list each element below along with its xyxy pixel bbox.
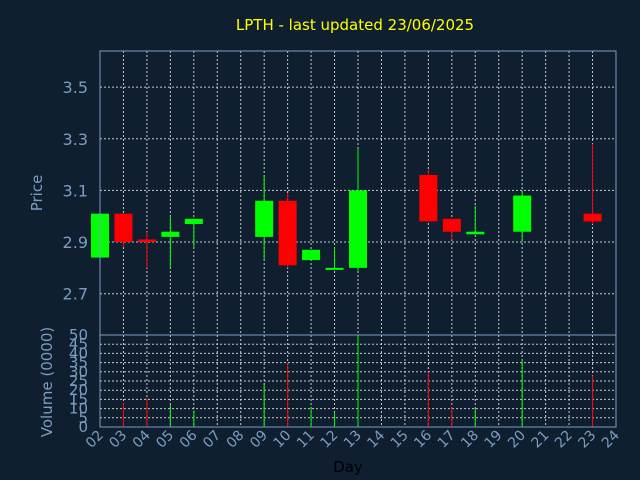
x-tick-label: 22 [552,428,576,452]
x-tick-label: 16 [411,427,435,451]
candle-body [442,218,461,232]
volume-axis-label: Volume (0000) [38,327,56,437]
volume-plot-frame [99,334,617,428]
price-tick-label: 3.5 [63,78,88,97]
x-tick-label: 08 [224,428,248,452]
x-tick-label: 19 [482,428,506,452]
candle-body [302,249,321,261]
x-tick-label: 23 [575,428,599,452]
candle-body [137,239,156,243]
volume-tick-label: 45 [69,335,88,353]
x-tick-label: 15 [388,428,412,452]
candle-body [184,218,203,224]
volume-tick-label: 10 [69,400,88,418]
volume-tick-label: 40 [69,344,88,362]
x-tick-label: 14 [364,427,388,451]
volume-tick-label: 0 [78,418,88,436]
price-y-ticks: 2.7 2.9 3.1 3.3 3.5 [63,78,88,304]
volume-tick-label: 30 [69,363,88,381]
x-tick-label: 10 [271,428,295,452]
price-tick-label: 3.3 [63,130,88,149]
volume-tick-label: 5 [78,409,88,427]
candle-body [349,190,367,268]
x-tick-label: 06 [177,427,201,451]
price-candles [91,143,602,271]
chart-title: LPTH - last updated 23/06/2025 [236,16,474,34]
x-tick-label: 11 [294,428,318,452]
volume-tick-label: 20 [69,381,88,399]
candle-body [466,231,485,235]
x-tick-label: 21 [529,428,553,452]
x-tick-label: 13 [341,428,365,452]
price-tick-label: 2.7 [63,285,88,304]
volume-tick-label: 35 [69,354,88,372]
x-tick-label: 05 [153,428,177,452]
candle-body [114,213,133,243]
x-tick-label: 07 [200,428,224,452]
volume-bars [122,335,594,427]
x-tick-label: 20 [505,428,529,452]
price-tick-label: 3.1 [63,181,88,200]
x-tick-label: 03 [106,428,130,452]
price-axis-label: Price [28,175,46,212]
candle-body [419,174,438,222]
x-tick-label: 09 [247,428,271,452]
price-panel: 2.7 2.9 3.1 3.3 3.5 Price [28,50,617,336]
price-grid [99,51,617,335]
volume-tick-label: 50 [69,326,88,344]
candle-body [325,267,344,270]
x-axis-ticks: 02 03 04 05 06 07 08 09 10 11 12 13 14 15 16 17 18 19 20 21… [83,427,623,451]
volume-tick-label: 15 [69,390,88,408]
candle-body [583,213,602,222]
price-tick-label: 2.9 [63,233,88,252]
x-tick-label: 18 [458,428,482,452]
x-tick-label: 17 [435,428,459,452]
x-tick-label: 12 [317,428,341,452]
candle-body [278,200,297,266]
candle-body [161,231,180,237]
x-tick-label: 04 [130,427,154,451]
candle-body [255,200,274,237]
x-tick-label: 24 [599,427,623,451]
volume-tick-label: 25 [69,372,88,390]
candle-body [513,195,532,232]
x-axis-label: Day [333,458,363,476]
